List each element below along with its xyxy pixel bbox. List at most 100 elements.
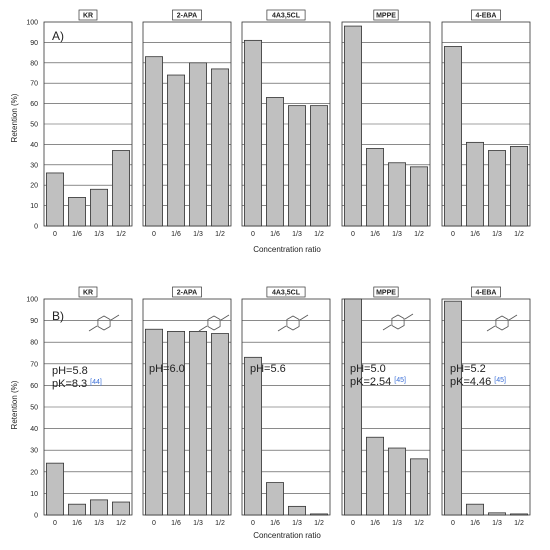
annotation-text: pH=6.0 xyxy=(149,363,185,375)
bar xyxy=(244,39,262,227)
bar xyxy=(288,105,306,227)
bar xyxy=(211,333,229,516)
bar xyxy=(344,298,362,516)
bar xyxy=(90,499,108,516)
bar xyxy=(388,162,406,227)
x-tick-label: 1/2 xyxy=(314,520,324,527)
bar xyxy=(68,503,86,516)
x-tick-label: 1/3 xyxy=(392,520,402,527)
bar xyxy=(145,56,163,227)
bar xyxy=(167,74,185,227)
annotation-text: pH=5.2 xyxy=(450,363,486,375)
ebaldehyde-structure-icon xyxy=(486,314,518,332)
x-tick-label: 1/6 xyxy=(72,231,82,238)
x-tick-label: 1/2 xyxy=(414,231,424,238)
y-tick-label: 70 xyxy=(30,81,38,88)
y-tick-label: 50 xyxy=(30,122,38,129)
bar xyxy=(410,166,428,227)
bar xyxy=(510,513,528,516)
mppe-structure-icon xyxy=(382,313,414,331)
x-tick-label: 1/6 xyxy=(470,520,480,527)
x-tick-label: 0 xyxy=(451,231,455,238)
panel-title: 4-EBA xyxy=(475,290,496,297)
panel-title: MPPE xyxy=(376,290,396,297)
bar xyxy=(488,150,506,227)
x-tick-label: 1/3 xyxy=(392,231,402,238)
x-tick-label: 1/3 xyxy=(94,231,104,238)
x-tick-label: 1/6 xyxy=(171,520,181,527)
y-tick-label: 70 xyxy=(30,361,38,368)
panel-title: 2-APA xyxy=(177,13,197,20)
bar xyxy=(366,436,384,516)
bar xyxy=(310,105,328,227)
y-tick-label: 0 xyxy=(34,224,38,231)
x-tick-label: 1/2 xyxy=(414,520,424,527)
x-tick-label: 1/3 xyxy=(292,520,302,527)
bar xyxy=(266,482,284,516)
x-tick-label: 1/6 xyxy=(270,231,280,238)
bar xyxy=(145,328,163,516)
panel-title-box xyxy=(172,9,202,21)
x-axis-title: Concentration ratio xyxy=(253,531,321,540)
x-axis-title: Concentration ratio xyxy=(253,245,321,254)
x-tick-label: 1/2 xyxy=(116,231,126,238)
y-tick-label: 100 xyxy=(26,297,38,304)
bar xyxy=(189,330,207,516)
x-tick-label: 0 xyxy=(251,520,255,527)
panel-letter: A) xyxy=(52,29,64,43)
bar xyxy=(167,330,185,516)
x-tick-label: 0 xyxy=(451,520,455,527)
y-tick-label: 60 xyxy=(30,383,38,390)
y-tick-label: 100 xyxy=(26,20,38,27)
y-tick-label: 90 xyxy=(30,318,38,325)
y-tick-label: 50 xyxy=(30,405,38,412)
bar xyxy=(444,300,462,516)
y-tick-label: 40 xyxy=(30,142,38,149)
y-tick-label: 10 xyxy=(30,203,38,210)
x-tick-label: 0 xyxy=(152,231,156,238)
x-tick-label: 0 xyxy=(251,231,255,238)
panel-letter: B) xyxy=(52,309,64,323)
x-tick-label: 1/6 xyxy=(171,231,181,238)
x-tick-label: 1/3 xyxy=(492,231,502,238)
panel-title-box xyxy=(78,286,98,298)
bar xyxy=(366,148,384,227)
bar xyxy=(410,458,428,516)
y-tick-label: 30 xyxy=(30,448,38,455)
x-tick-label: 1/2 xyxy=(514,231,524,238)
annotation-text: pH=5.8 xyxy=(52,365,88,377)
bar xyxy=(211,68,229,227)
x-tick-label: 1/2 xyxy=(215,520,225,527)
x-tick-label: 1/3 xyxy=(193,520,203,527)
x-tick-label: 0 xyxy=(351,520,355,527)
x-tick-label: 1/6 xyxy=(270,520,280,527)
panel-title: KR xyxy=(83,290,93,297)
panel-title: KR xyxy=(83,13,93,20)
x-tick-label: 1/2 xyxy=(116,520,126,527)
bar xyxy=(444,46,462,227)
x-tick-label: 1/6 xyxy=(370,520,380,527)
bar xyxy=(488,512,506,516)
x-tick-label: 0 xyxy=(53,231,57,238)
bar xyxy=(46,462,64,516)
x-tick-label: 1/3 xyxy=(193,231,203,238)
y-tick-label: 20 xyxy=(30,469,38,476)
kr-structure-icon xyxy=(88,314,120,332)
x-tick-label: 1/6 xyxy=(72,520,82,527)
bar xyxy=(112,501,130,516)
x-tick-label: 1/3 xyxy=(94,520,104,527)
panel-title: 2-APA xyxy=(177,290,197,297)
x-tick-label: 1/2 xyxy=(215,231,225,238)
bar xyxy=(466,503,484,516)
x-tick-label: 1/3 xyxy=(292,231,302,238)
panel-title: 4A3,5CL xyxy=(272,13,301,20)
panel-title: 4-EBA xyxy=(475,13,496,20)
panel-title-box xyxy=(266,286,306,298)
y-tick-label: 90 xyxy=(30,40,38,47)
panel-title-box xyxy=(471,9,501,21)
x-tick-label: 1/6 xyxy=(470,231,480,238)
x-tick-label: 1/6 xyxy=(370,231,380,238)
bar xyxy=(388,447,406,516)
panel-title-box xyxy=(471,286,501,298)
